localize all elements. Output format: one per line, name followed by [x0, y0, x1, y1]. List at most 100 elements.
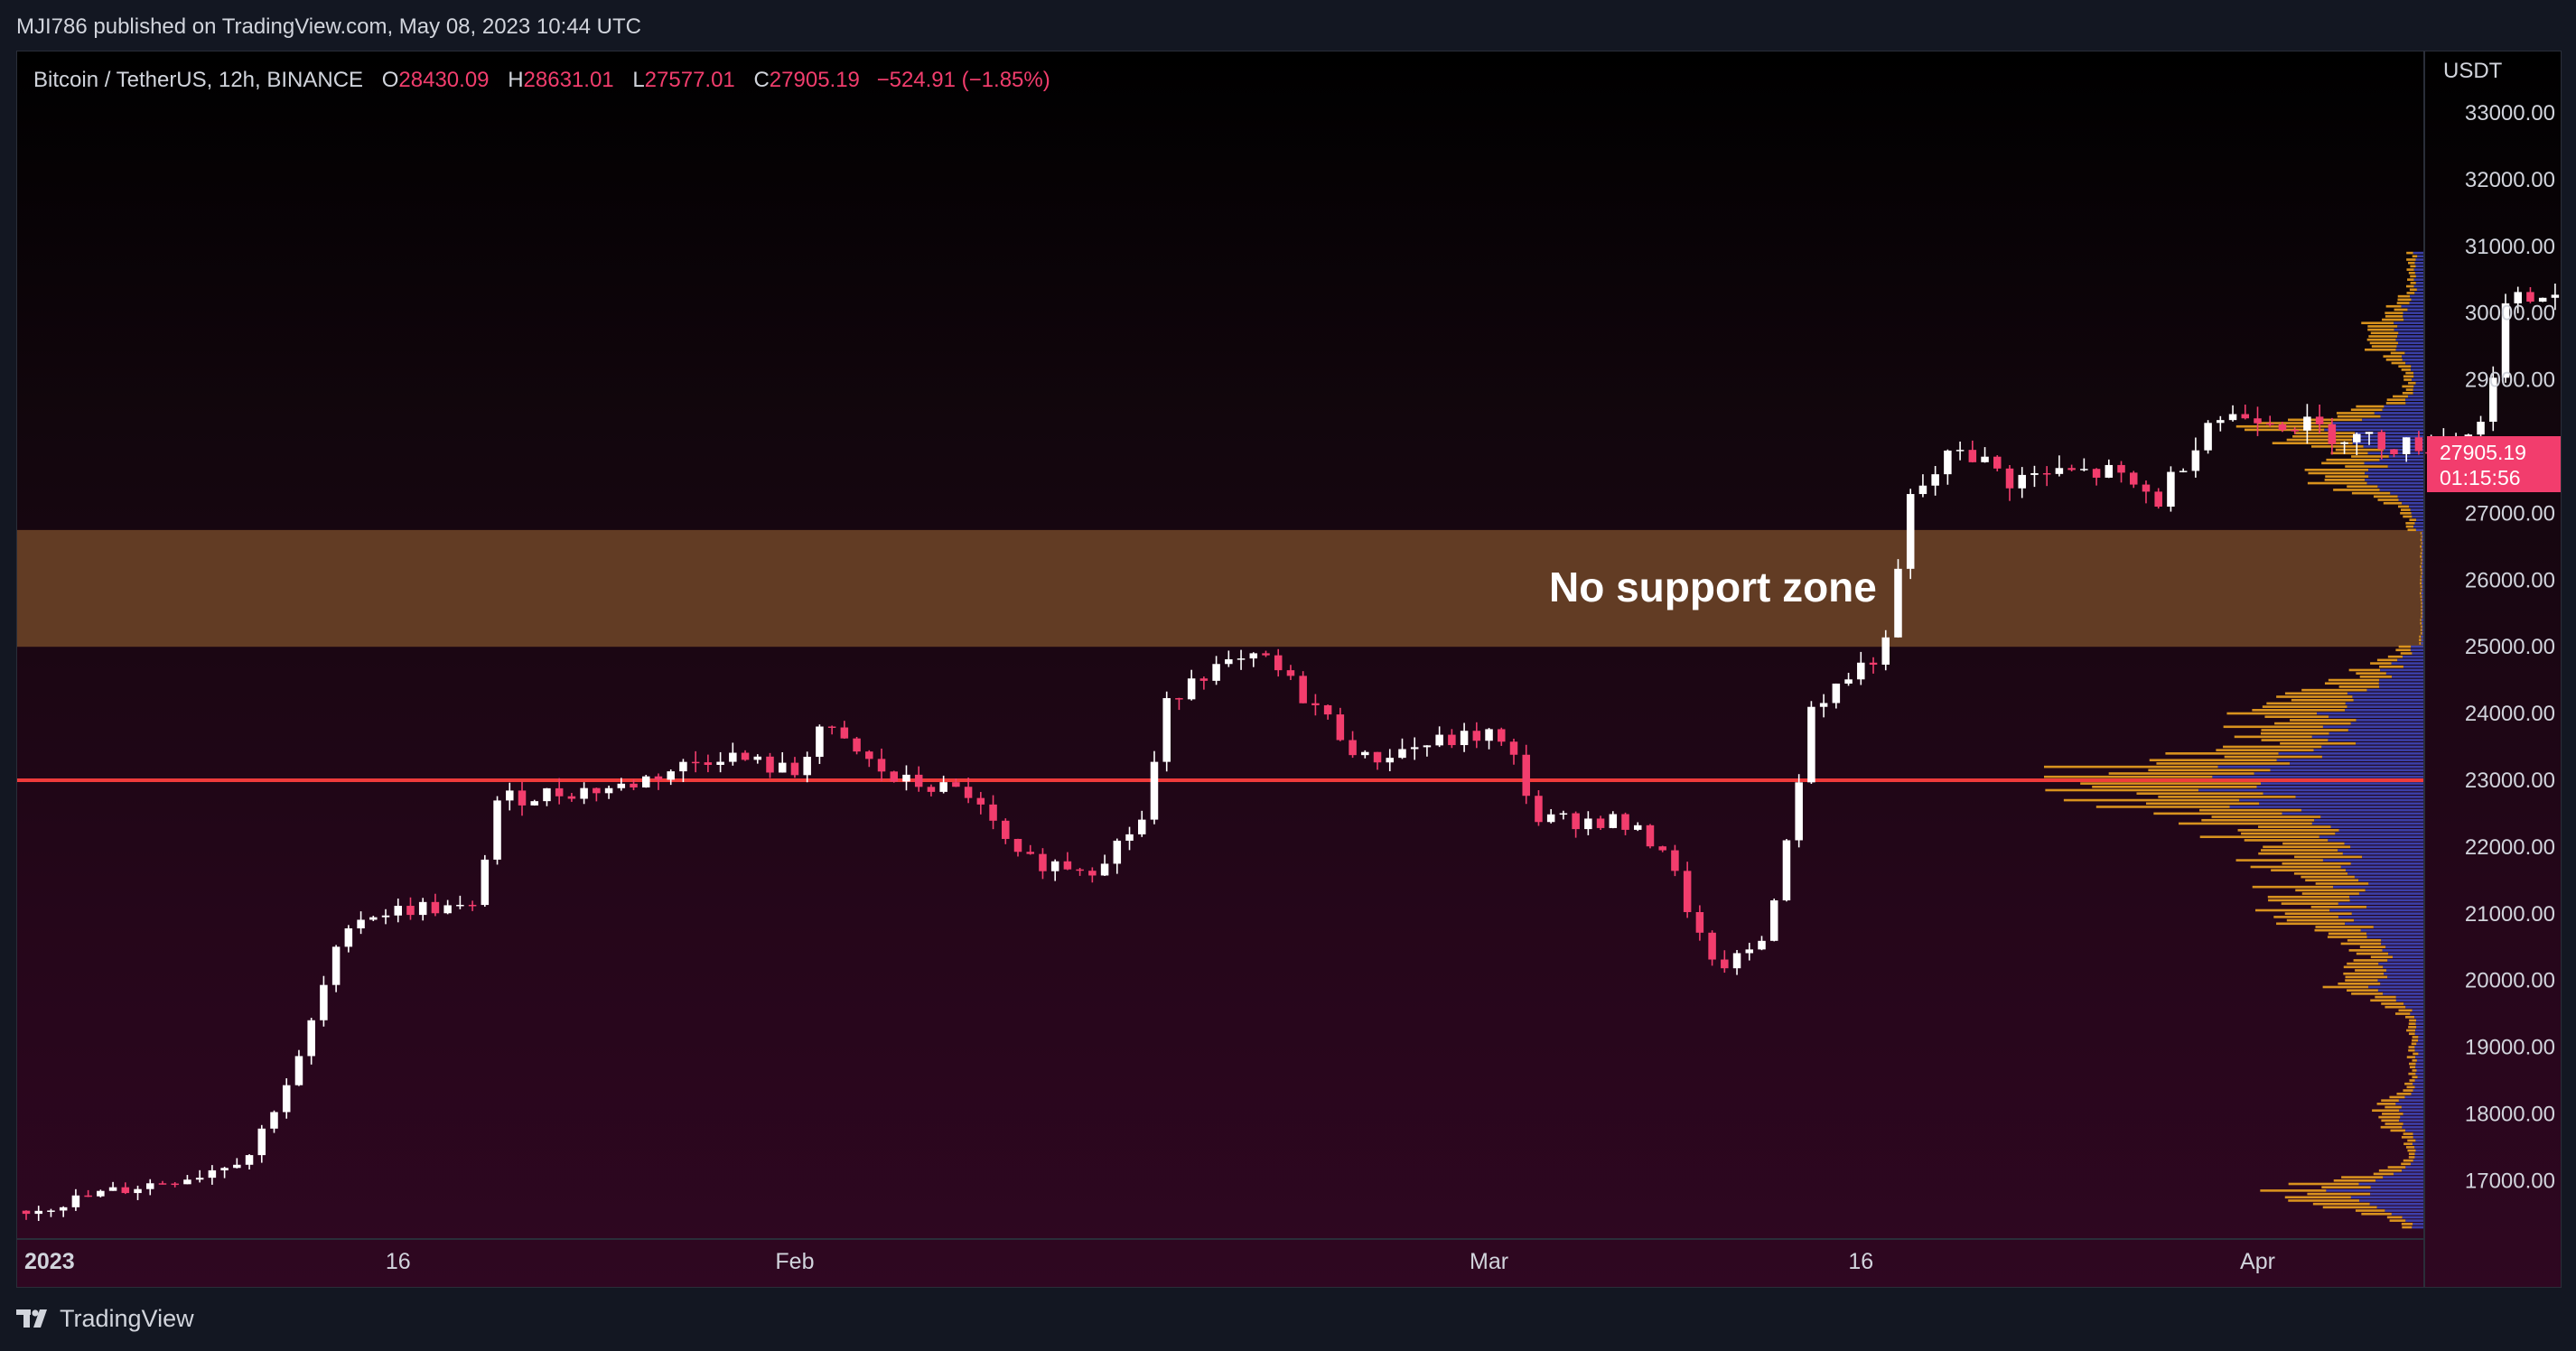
volume-profile-bar-down	[2421, 638, 2423, 642]
volume-profile-bar-up	[2347, 962, 2379, 965]
volume-profile-bar-up	[2373, 1172, 2394, 1176]
candle-down	[1522, 754, 1530, 797]
volume-profile-bar-down	[2380, 668, 2423, 672]
candle-up	[716, 761, 724, 765]
volume-profile-bar-up	[2338, 982, 2381, 985]
volume-profile-bar-down	[2422, 558, 2423, 562]
volume-profile-bar-down	[2364, 461, 2423, 465]
volume-profile-bar-up	[2351, 455, 2389, 458]
volume-profile-bar-up	[2370, 662, 2392, 665]
time-axis-tick: Mar	[1470, 1249, 1508, 1274]
volume-profile-bar-down	[2413, 371, 2423, 375]
volume-profile-bar-down	[2356, 719, 2423, 722]
candle-up	[2477, 421, 2485, 435]
candle-up	[1894, 568, 1902, 638]
volume-profile-bar-up	[2045, 788, 2199, 792]
price-axis-tick: 22000.00	[2465, 835, 2555, 860]
candle-up	[2030, 472, 2039, 475]
volume-profile-bar-up	[2397, 294, 2411, 298]
price-axis-tick: 20000.00	[2465, 969, 2555, 993]
volume-profile-bar-down	[2397, 495, 2423, 498]
volume-profile-bar-down	[2421, 565, 2423, 568]
volume-profile-bar-down	[2411, 645, 2423, 648]
volume-profile-bar-down	[2256, 785, 2423, 788]
volume-profile-bar-down	[2410, 1012, 2423, 1015]
volume-profile-bar-up	[2288, 418, 2363, 422]
volume-profile-bar-up	[2420, 532, 2422, 535]
volume-profile-bar-down	[2414, 522, 2423, 525]
candle-down	[2142, 484, 2151, 492]
volume-profile-bar-down	[2366, 932, 2423, 936]
volume-profile-bar-up	[2421, 605, 2422, 609]
candle-down	[1448, 734, 1456, 746]
volume-profile-bar-down	[2422, 601, 2423, 605]
price-axis-tick: 27000.00	[2465, 501, 2555, 526]
volume-profile-bar-down	[2366, 906, 2423, 908]
candle-up	[2340, 442, 2348, 444]
volume-profile-bar-up	[2347, 485, 2378, 489]
candle-down	[1535, 796, 1543, 823]
volume-profile-bar-up	[2276, 922, 2346, 926]
volume-profile-bar-down	[2413, 1223, 2423, 1225]
volume-profile-bar-up	[2396, 1092, 2412, 1095]
price-chart[interactable]: 33000.00 32000.00 31000.00 30000.00 29000.00…	[17, 51, 2562, 1288]
footer: TradingView	[16, 1304, 194, 1333]
volume-profile-bar-down	[2413, 375, 2423, 378]
volume-profile-bar-down	[2362, 855, 2423, 859]
symbol-name[interactable]: Bitcoin / TetherUS, 12h, BINANCE	[33, 68, 364, 92]
candle-down	[2390, 449, 2398, 454]
volume-profile-bar-up	[2421, 609, 2422, 611]
candle-up	[2538, 297, 2547, 302]
volume-profile-bar-up	[2321, 1186, 2371, 1188]
candle-down	[1596, 818, 1605, 828]
candle-up	[195, 1178, 204, 1180]
low-label: L	[632, 68, 645, 92]
volume-profile-bar-down	[2330, 825, 2423, 828]
volume-profile-bar-up	[2380, 1125, 2403, 1129]
candle-up	[617, 783, 626, 788]
symbol-legend[interactable]: Bitcoin / TetherUS, 12h, BINANCE O28430.…	[33, 68, 1050, 93]
volume-profile-bar-up	[2356, 672, 2386, 675]
candle-up	[108, 1187, 117, 1191]
candle-down	[468, 904, 477, 907]
candle-down	[1013, 838, 1022, 853]
candle-up	[331, 946, 341, 985]
candle-down	[171, 1183, 179, 1186]
volume-profile-bar-down	[2405, 1166, 2423, 1169]
candle-down	[1572, 813, 1580, 830]
volume-profile-bar-down	[2363, 445, 2423, 448]
volume-profile-bar-down	[2330, 424, 2423, 428]
volume-profile-bar-up	[2420, 588, 2422, 592]
volume-profile-bar-down	[2415, 275, 2423, 278]
volume-profile-bar-up	[2365, 348, 2396, 351]
volume-profile-bar-down	[2259, 802, 2423, 806]
volume-profile-bar-down	[2378, 682, 2423, 685]
candle-down	[1968, 450, 1977, 462]
volume-profile-bar-down	[2412, 652, 2423, 655]
volume-profile-bar-up	[2347, 989, 2378, 992]
chart-panel[interactable]: 33000.00 32000.00 31000.00 30000.00 29000.00…	[16, 51, 2562, 1288]
candle-down	[630, 783, 638, 787]
candle-up	[307, 1020, 315, 1057]
volume-profile-bar-down	[2313, 749, 2423, 751]
volume-profile-bar-down	[2398, 341, 2423, 345]
volume-profile-bar-up	[2145, 802, 2260, 806]
volume-profile-bar-down	[2401, 304, 2423, 308]
volume-profile-bar-up	[2420, 621, 2422, 625]
volume-profile-bar-up	[2401, 1223, 2413, 1225]
volume-profile-bar-up	[2080, 782, 2262, 785]
volume-profile-bar-up	[2419, 592, 2422, 595]
volume-profile-bar-up	[2262, 705, 2347, 708]
candle-up	[1398, 749, 1406, 759]
candle-down	[158, 1183, 167, 1185]
volume-profile-bar-down	[2404, 1095, 2423, 1099]
volume-profile-bar-up	[2308, 471, 2366, 475]
volume-profile-bar-down	[2282, 812, 2423, 815]
volume-profile-bar-up	[2307, 481, 2367, 485]
volume-profile-bar-down	[2412, 1225, 2423, 1229]
price-axis-currency[interactable]: USDT	[2443, 59, 2503, 83]
candle-up	[1795, 782, 1803, 841]
volume-profile-bar-down	[2421, 642, 2423, 645]
volume-profile-bar-down	[2403, 1002, 2423, 1005]
volume-profile-bar-down	[2413, 1159, 2423, 1162]
